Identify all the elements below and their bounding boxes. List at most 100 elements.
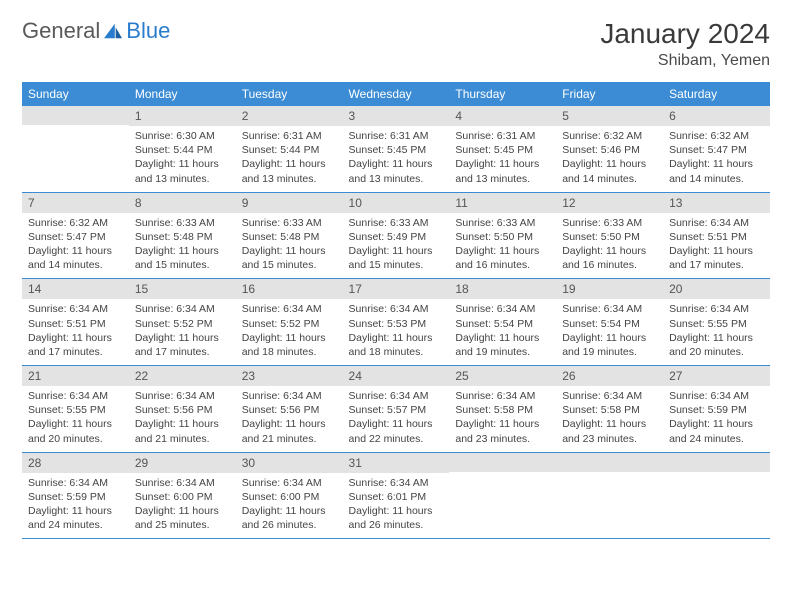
day-info-line: and 19 minutes.	[455, 345, 550, 359]
day-number	[22, 106, 129, 125]
calendar-day-cell: 16Sunrise: 6:34 AMSunset: 5:52 PMDayligh…	[236, 279, 343, 366]
weekday-header: Monday	[129, 82, 236, 106]
day-number: 21	[22, 366, 129, 386]
day-info-line: Daylight: 11 hours	[455, 157, 550, 171]
day-content: Sunrise: 6:33 AMSunset: 5:48 PMDaylight:…	[236, 213, 343, 279]
day-info-line: Sunrise: 6:34 AM	[135, 476, 230, 490]
day-number: 13	[663, 193, 770, 213]
calendar-day-cell: 15Sunrise: 6:34 AMSunset: 5:52 PMDayligh…	[129, 279, 236, 366]
day-content	[663, 472, 770, 530]
day-info-line: and 18 minutes.	[349, 345, 444, 359]
calendar-day-cell: 25Sunrise: 6:34 AMSunset: 5:58 PMDayligh…	[449, 366, 556, 453]
calendar-day-cell: 17Sunrise: 6:34 AMSunset: 5:53 PMDayligh…	[343, 279, 450, 366]
calendar-day-cell: 2Sunrise: 6:31 AMSunset: 5:44 PMDaylight…	[236, 106, 343, 192]
day-info-line: Daylight: 11 hours	[349, 157, 444, 171]
day-info-line: Sunset: 5:57 PM	[349, 403, 444, 417]
day-info-line: Sunset: 5:56 PM	[242, 403, 337, 417]
day-number	[556, 453, 663, 472]
day-info-line: Daylight: 11 hours	[455, 331, 550, 345]
day-info-line: Daylight: 11 hours	[242, 244, 337, 258]
day-info-line: Sunrise: 6:34 AM	[135, 389, 230, 403]
day-info-line: Sunset: 5:48 PM	[135, 230, 230, 244]
day-info-line: Sunset: 5:50 PM	[455, 230, 550, 244]
day-content: Sunrise: 6:34 AMSunset: 5:59 PMDaylight:…	[663, 386, 770, 452]
day-number: 31	[343, 453, 450, 473]
day-content: Sunrise: 6:34 AMSunset: 5:51 PMDaylight:…	[663, 213, 770, 279]
day-content: Sunrise: 6:34 AMSunset: 5:59 PMDaylight:…	[22, 473, 129, 539]
calendar-day-cell	[556, 452, 663, 539]
calendar-week-row: 14Sunrise: 6:34 AMSunset: 5:51 PMDayligh…	[22, 279, 770, 366]
day-info-line: Sunrise: 6:34 AM	[669, 216, 764, 230]
day-number: 30	[236, 453, 343, 473]
weekday-header: Tuesday	[236, 82, 343, 106]
day-info-line: Sunrise: 6:32 AM	[28, 216, 123, 230]
day-info-line: and 18 minutes.	[242, 345, 337, 359]
calendar-day-cell: 13Sunrise: 6:34 AMSunset: 5:51 PMDayligh…	[663, 192, 770, 279]
day-info-line: Sunset: 5:55 PM	[28, 403, 123, 417]
day-info-line: Sunset: 5:51 PM	[669, 230, 764, 244]
day-info-line: Daylight: 11 hours	[135, 331, 230, 345]
calendar-day-cell: 14Sunrise: 6:34 AMSunset: 5:51 PMDayligh…	[22, 279, 129, 366]
day-number: 20	[663, 279, 770, 299]
calendar-day-cell: 19Sunrise: 6:34 AMSunset: 5:54 PMDayligh…	[556, 279, 663, 366]
day-number: 15	[129, 279, 236, 299]
day-number: 19	[556, 279, 663, 299]
day-content: Sunrise: 6:34 AMSunset: 5:58 PMDaylight:…	[449, 386, 556, 452]
day-info-line: Sunset: 5:44 PM	[135, 143, 230, 157]
day-info-line: and 21 minutes.	[242, 432, 337, 446]
day-info-line: and 26 minutes.	[242, 518, 337, 532]
day-number: 9	[236, 193, 343, 213]
day-info-line: Sunrise: 6:34 AM	[28, 389, 123, 403]
day-info-line: Sunset: 5:58 PM	[562, 403, 657, 417]
brand-logo: General Blue	[22, 18, 170, 44]
day-info-line: Sunrise: 6:32 AM	[562, 129, 657, 143]
day-number: 5	[556, 106, 663, 126]
day-info-line: Daylight: 11 hours	[349, 244, 444, 258]
calendar-day-cell: 9Sunrise: 6:33 AMSunset: 5:48 PMDaylight…	[236, 192, 343, 279]
day-info-line: Sunrise: 6:34 AM	[28, 476, 123, 490]
calendar-day-cell: 29Sunrise: 6:34 AMSunset: 6:00 PMDayligh…	[129, 452, 236, 539]
day-number: 28	[22, 453, 129, 473]
calendar-week-row: 28Sunrise: 6:34 AMSunset: 5:59 PMDayligh…	[22, 452, 770, 539]
day-info-line: Sunrise: 6:34 AM	[242, 302, 337, 316]
day-info-line: and 17 minutes.	[669, 258, 764, 272]
day-info-line: and 15 minutes.	[135, 258, 230, 272]
day-info-line: and 17 minutes.	[135, 345, 230, 359]
day-info-line: Sunrise: 6:34 AM	[349, 302, 444, 316]
calendar-day-cell	[449, 452, 556, 539]
day-info-line: Sunrise: 6:32 AM	[669, 129, 764, 143]
brand-part2: Blue	[126, 18, 170, 44]
day-info-line: Daylight: 11 hours	[135, 504, 230, 518]
day-info-line: and 22 minutes.	[349, 432, 444, 446]
day-number: 1	[129, 106, 236, 126]
day-info-line: Sunset: 5:59 PM	[669, 403, 764, 417]
day-info-line: Sunset: 6:00 PM	[242, 490, 337, 504]
day-info-line: Sunset: 6:01 PM	[349, 490, 444, 504]
day-info-line: Sunrise: 6:34 AM	[349, 476, 444, 490]
day-number	[663, 453, 770, 472]
day-info-line: Daylight: 11 hours	[562, 244, 657, 258]
day-content: Sunrise: 6:31 AMSunset: 5:45 PMDaylight:…	[449, 126, 556, 192]
day-number: 14	[22, 279, 129, 299]
calendar-day-cell: 10Sunrise: 6:33 AMSunset: 5:49 PMDayligh…	[343, 192, 450, 279]
day-info-line: Daylight: 11 hours	[242, 417, 337, 431]
calendar-day-cell: 26Sunrise: 6:34 AMSunset: 5:58 PMDayligh…	[556, 366, 663, 453]
day-info-line: and 15 minutes.	[242, 258, 337, 272]
day-content: Sunrise: 6:34 AMSunset: 6:00 PMDaylight:…	[236, 473, 343, 539]
brand-part1: General	[22, 18, 100, 44]
day-info-line: Daylight: 11 hours	[562, 331, 657, 345]
day-info-line: Daylight: 11 hours	[455, 417, 550, 431]
calendar-day-cell	[22, 106, 129, 192]
sail-icon	[102, 22, 124, 40]
day-info-line: Sunset: 5:58 PM	[455, 403, 550, 417]
calendar-day-cell: 20Sunrise: 6:34 AMSunset: 5:55 PMDayligh…	[663, 279, 770, 366]
day-number: 3	[343, 106, 450, 126]
day-number: 18	[449, 279, 556, 299]
day-info-line: Daylight: 11 hours	[669, 417, 764, 431]
day-info-line: Sunrise: 6:34 AM	[242, 389, 337, 403]
day-info-line: Sunset: 5:52 PM	[135, 317, 230, 331]
day-number: 11	[449, 193, 556, 213]
day-info-line: and 13 minutes.	[135, 172, 230, 186]
day-info-line: Daylight: 11 hours	[669, 244, 764, 258]
day-info-line: Daylight: 11 hours	[28, 331, 123, 345]
